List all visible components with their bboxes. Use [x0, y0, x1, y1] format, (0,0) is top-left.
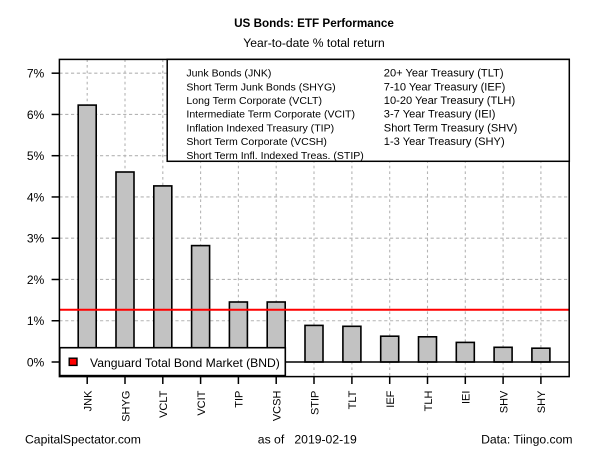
svg-text:2019-02-19: 2019-02-19	[294, 433, 357, 447]
svg-text:Long Term Corporate (VCLT): Long Term Corporate (VCLT)	[186, 95, 322, 107]
svg-text:1-3 Year Treasury (SHY): 1-3 Year Treasury (SHY)	[384, 136, 505, 148]
svg-text:20+ Year Treasury (TLT): 20+ Year Treasury (TLT)	[384, 68, 504, 80]
svg-text:SHV: SHV	[498, 390, 510, 413]
svg-text:TLT: TLT	[347, 390, 359, 409]
svg-text:as of: as of	[258, 433, 285, 447]
svg-text:IEF: IEF	[385, 390, 397, 407]
svg-text:TLH: TLH	[423, 391, 435, 412]
svg-text:3%: 3%	[27, 232, 45, 246]
svg-text:US Bonds: ETF Performance: US Bonds: ETF Performance	[234, 17, 394, 30]
svg-text:Short Term Corporate (VCSH): Short Term Corporate (VCSH)	[186, 136, 326, 148]
svg-text:JNK: JNK	[83, 390, 95, 411]
svg-text:VCIT: VCIT	[196, 390, 208, 415]
svg-text:Data: Tiingo.com: Data: Tiingo.com	[481, 433, 572, 447]
svg-text:SHY: SHY	[536, 390, 548, 413]
svg-text:STIP: STIP	[309, 391, 321, 415]
svg-text:Short Term Junk Bonds (SHYG): Short Term Junk Bonds (SHYG)	[186, 81, 335, 93]
svg-text:4%: 4%	[27, 190, 45, 204]
svg-text:2%: 2%	[27, 273, 45, 287]
svg-text:Year-to-date % total return: Year-to-date % total return	[243, 36, 384, 50]
svg-text:1%: 1%	[27, 314, 45, 328]
svg-text:VCSH: VCSH	[272, 391, 284, 422]
svg-text:TIP: TIP	[234, 391, 246, 408]
svg-text:Vanguard Total Bond Market (BN: Vanguard Total Bond Market (BND)	[90, 356, 280, 370]
svg-text:SHYG: SHYG	[120, 391, 132, 422]
svg-text:10-20 Year Treasury (TLH): 10-20 Year Treasury (TLH)	[384, 95, 515, 107]
svg-text:6%: 6%	[27, 108, 45, 122]
svg-text:0%: 0%	[27, 355, 45, 369]
svg-text:3-7 Year Treasury (IEI): 3-7 Year Treasury (IEI)	[384, 109, 496, 121]
svg-text:Junk Bonds (JNK): Junk Bonds (JNK)	[186, 68, 271, 80]
svg-text:VCLT: VCLT	[158, 390, 170, 418]
svg-text:7%: 7%	[27, 67, 45, 81]
svg-text:Inflation Indexed Treasury (TI: Inflation Indexed Treasury (TIP)	[186, 122, 334, 134]
svg-text:7-10 Year Treasury (IEF): 7-10 Year Treasury (IEF)	[384, 81, 505, 93]
svg-text:Short Term Infl. Indexed Treas: Short Term Infl. Indexed Treas. (STIP)	[186, 150, 363, 162]
svg-text:Intermediate Term Corporate (V: Intermediate Term Corporate (VCIT)	[186, 109, 355, 121]
svg-text:Short Term Treasury (SHV): Short Term Treasury (SHV)	[384, 122, 518, 134]
svg-text:IEI: IEI	[461, 391, 473, 404]
svg-text:CapitalSpectator.com: CapitalSpectator.com	[25, 433, 141, 447]
svg-text:5%: 5%	[27, 149, 45, 163]
